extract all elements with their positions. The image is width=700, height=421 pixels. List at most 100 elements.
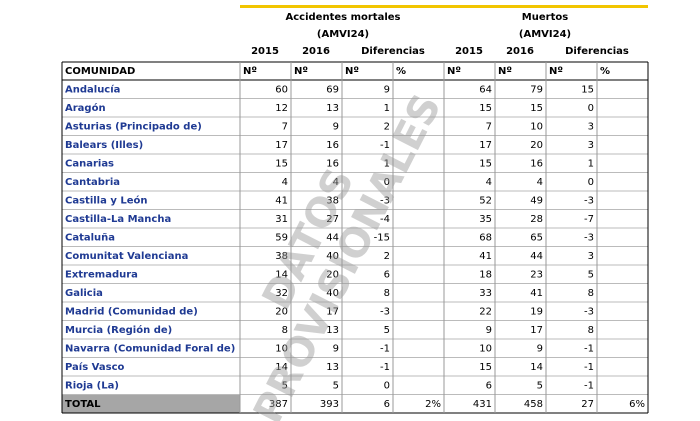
cell-value: 8 bbox=[282, 325, 288, 336]
cell-value: 41 bbox=[530, 288, 543, 299]
cell-value: 16 bbox=[530, 158, 543, 169]
cell-value: 33 bbox=[479, 288, 492, 299]
cell-value: 20 bbox=[326, 269, 339, 280]
cell-value: 3 bbox=[588, 251, 594, 262]
cell-value: -3 bbox=[380, 195, 390, 206]
cell-value: 6 bbox=[486, 380, 492, 391]
cell-value: 79 bbox=[530, 84, 543, 95]
cell-value: 22 bbox=[479, 306, 492, 317]
cell-value: 20 bbox=[275, 306, 288, 317]
cell-value: 9 bbox=[486, 325, 492, 336]
cell-value: -1 bbox=[380, 343, 390, 354]
cell-value: 13 bbox=[326, 103, 339, 114]
cell-value: 27 bbox=[326, 214, 339, 225]
cell-value: -3 bbox=[584, 306, 594, 317]
region-name: Andalucía bbox=[65, 83, 120, 95]
cell-value: 60 bbox=[275, 84, 288, 95]
cell-value: -1 bbox=[584, 362, 594, 373]
year-label: Diferencias bbox=[361, 46, 425, 57]
cell-value: 28 bbox=[530, 214, 543, 225]
cell-value: 13 bbox=[326, 362, 339, 373]
cell-value: -4 bbox=[380, 214, 390, 225]
cell-value: 15 bbox=[479, 103, 492, 114]
cell-value: -3 bbox=[380, 306, 390, 317]
cell-value: 8 bbox=[588, 288, 594, 299]
region-name: Galicia bbox=[65, 288, 103, 299]
cell-value: 13 bbox=[326, 325, 339, 336]
cell-value: 5 bbox=[282, 380, 288, 391]
cell-value: 68 bbox=[479, 232, 492, 243]
cell-value: 458 bbox=[524, 399, 543, 410]
cell-value: 18 bbox=[479, 269, 492, 280]
cell-value: 16 bbox=[326, 140, 339, 151]
cell-value: 10 bbox=[530, 121, 543, 132]
cell-value: 5 bbox=[384, 325, 390, 336]
cell-value: 2 bbox=[384, 251, 390, 262]
cell-value: 6 bbox=[384, 269, 390, 280]
cell-value: 9 bbox=[384, 84, 390, 95]
cell-value: 17 bbox=[275, 140, 288, 151]
cell-value: 8 bbox=[384, 288, 390, 299]
cell-value: 69 bbox=[326, 84, 339, 95]
cell-value: 49 bbox=[530, 195, 543, 206]
cell-value: 14 bbox=[275, 362, 288, 373]
column-header: Nº bbox=[243, 66, 257, 77]
cell-value: -1 bbox=[380, 140, 390, 151]
cell-value: 12 bbox=[275, 103, 288, 114]
cell-value: 4 bbox=[333, 177, 339, 188]
cell-value: 5 bbox=[537, 380, 543, 391]
column-header: Nº bbox=[549, 66, 563, 77]
year-label: 2015 bbox=[455, 46, 483, 57]
column-header: % bbox=[396, 66, 406, 77]
cell-value: 20 bbox=[530, 140, 543, 151]
cell-value: 4 bbox=[282, 177, 288, 188]
cell-value: 431 bbox=[473, 399, 492, 410]
cell-value: 52 bbox=[479, 195, 492, 206]
cell-value: -1 bbox=[584, 343, 594, 354]
cell-value: 41 bbox=[479, 251, 492, 262]
cell-value: -7 bbox=[584, 214, 594, 225]
cell-value: -3 bbox=[584, 195, 594, 206]
cell-value: 17 bbox=[326, 306, 339, 317]
cell-value: 0 bbox=[384, 380, 390, 391]
cell-value: 9 bbox=[537, 343, 543, 354]
cell-value: 38 bbox=[326, 195, 339, 206]
cell-value: 14 bbox=[275, 269, 288, 280]
group-subtitle: (AMVI24) bbox=[519, 29, 571, 40]
cell-value: -15 bbox=[374, 232, 390, 243]
cell-value: 0 bbox=[588, 103, 594, 114]
cell-value: 35 bbox=[479, 214, 492, 225]
region-name: Castilla-La Mancha bbox=[65, 214, 171, 225]
cell-value: 32 bbox=[275, 288, 288, 299]
cell-value: 0 bbox=[384, 177, 390, 188]
column-header: Nº bbox=[294, 66, 308, 77]
region-name: Cantabria bbox=[65, 177, 120, 188]
cell-value: 1 bbox=[588, 158, 594, 169]
region-name: Murcia (Región de) bbox=[65, 324, 172, 336]
cell-value: 8 bbox=[588, 325, 594, 336]
cell-value: 387 bbox=[269, 399, 288, 410]
cell-value: 16 bbox=[326, 158, 339, 169]
region-name: Extremadura bbox=[65, 269, 138, 280]
cell-value: -1 bbox=[584, 380, 594, 391]
cell-value: 17 bbox=[530, 325, 543, 336]
cell-value: 3 bbox=[588, 121, 594, 132]
column-header: Nº bbox=[498, 66, 512, 77]
cell-value: 15 bbox=[581, 84, 594, 95]
region-name: Navarra (Comunidad Foral de) bbox=[65, 343, 235, 354]
cell-value: 5 bbox=[588, 269, 594, 280]
group-title: Accidentes mortales bbox=[286, 12, 401, 23]
cell-value: 17 bbox=[479, 140, 492, 151]
year-label: 2015 bbox=[251, 46, 279, 57]
cell-value: 10 bbox=[275, 343, 288, 354]
group-title: Muertos bbox=[522, 12, 568, 23]
region-name: TOTAL bbox=[65, 399, 101, 410]
cell-value: 41 bbox=[275, 195, 288, 206]
cell-value: 7 bbox=[282, 121, 288, 132]
cell-value: 15 bbox=[479, 362, 492, 373]
cell-value: 2 bbox=[384, 121, 390, 132]
cell-value: 14 bbox=[530, 362, 543, 373]
cell-value: 40 bbox=[326, 251, 339, 262]
cell-value: 1 bbox=[384, 158, 390, 169]
